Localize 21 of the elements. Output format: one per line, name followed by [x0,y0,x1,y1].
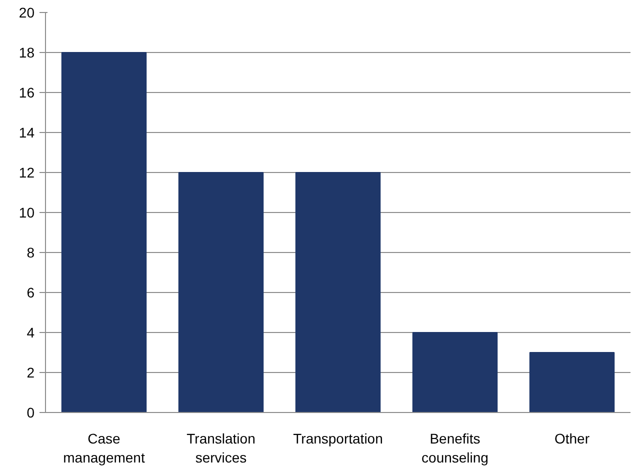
bar [295,172,381,412]
y-tick-label: 18 [18,44,35,60]
x-tick-label: Benefits counseling [422,430,488,466]
y-tick-label: 16 [18,84,35,100]
x-tick-label: Case management [63,430,145,466]
y-tick-label: 10 [18,204,35,220]
bar [529,352,615,412]
y-tick-label: 0 [26,404,35,420]
y-tick-label: 4 [26,324,35,340]
bar [412,332,498,412]
x-tick-label: Transportation [293,430,383,446]
y-tick-label: 20 [18,4,35,20]
bar [178,172,264,412]
x-tick-label: Translation services [186,430,256,466]
y-tick-label: 6 [26,284,35,300]
y-tick-label: 2 [26,364,35,380]
x-tick-label: Other [554,430,590,446]
y-tick-label: 14 [18,124,35,140]
bar [61,52,147,412]
y-tick-label: 12 [18,164,35,180]
y-tick-label: 8 [26,244,35,260]
